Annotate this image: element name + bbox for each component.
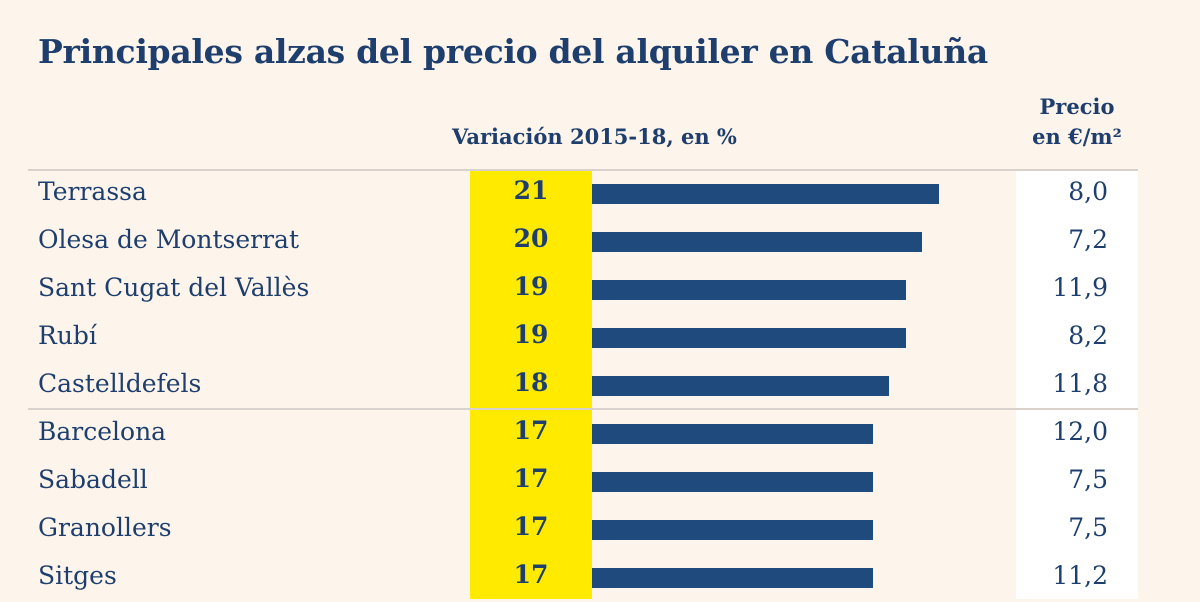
table-row: Barcelona 17 12,0 [0,410,1200,458]
table-row: Rubí 19 8,2 [0,314,1200,362]
variation-value-label: 17 [513,416,549,445]
city-label: Olesa de Montserrat [38,225,299,254]
price-column-background [1016,170,1138,599]
variation-value-label: 17 [513,560,549,589]
price-value: 11,2 [1052,561,1108,590]
table-row: Sant Cugat del Vallès 19 11,9 [0,266,1200,314]
price-value: 11,9 [1052,273,1108,302]
variation-column-header: Variación 2015-18, en % [452,124,737,149]
variation-bar [592,376,889,396]
variation-value-label: 17 [513,512,549,541]
variation-bar [592,472,873,492]
price-value: 11,8 [1052,369,1108,398]
variation-value-column-highlight [470,170,592,599]
variation-value-label: 19 [513,272,549,301]
table-row: Granollers 17 7,5 [0,506,1200,554]
price-header-line-1: Precio [1039,94,1115,119]
variation-value-label: 18 [513,368,549,397]
price-value: 8,2 [1068,321,1108,350]
price-value: 12,0 [1052,417,1108,446]
city-label: Rubí [38,321,97,350]
table-row: Terrassa 21 8,0 [0,170,1200,218]
header-divider [28,169,1138,171]
price-value: 7,2 [1068,225,1108,254]
price-value: 7,5 [1068,465,1108,494]
price-value: 7,5 [1068,513,1108,542]
table-row: Olesa de Montserrat 20 7,2 [0,218,1200,266]
table-row: Castelldefels 18 11,8 [0,362,1200,410]
variation-bar [592,184,939,204]
city-label: Barcelona [38,417,167,446]
city-label: Sabadell [38,465,148,494]
city-label: Terrassa [38,177,147,206]
city-label: Granollers [38,513,172,542]
city-label: Castelldefels [38,369,202,398]
variation-bar [592,232,922,252]
price-header-line-2: en €/m² [1032,124,1122,149]
table-row: Sitges 17 11,2 [0,554,1200,602]
variation-bar [592,280,906,300]
city-label: Sant Cugat del Vallès [38,273,310,302]
chart-title: Principales alzas del precio del alquile… [38,32,988,71]
variation-value-label: 19 [513,320,549,349]
city-label: Sitges [38,561,117,590]
variation-value-label: 20 [513,224,549,253]
price-column-header: Precio en €/m² [1016,92,1138,152]
price-value: 8,0 [1068,177,1108,206]
variation-bar [592,424,873,444]
group-divider [28,408,1138,410]
variation-value-label: 21 [513,176,549,205]
variation-bar [592,568,873,588]
table-row: Sabadell 17 7,5 [0,458,1200,506]
variation-bar [592,328,906,348]
variation-bar [592,520,873,540]
variation-value-label: 17 [513,464,549,493]
